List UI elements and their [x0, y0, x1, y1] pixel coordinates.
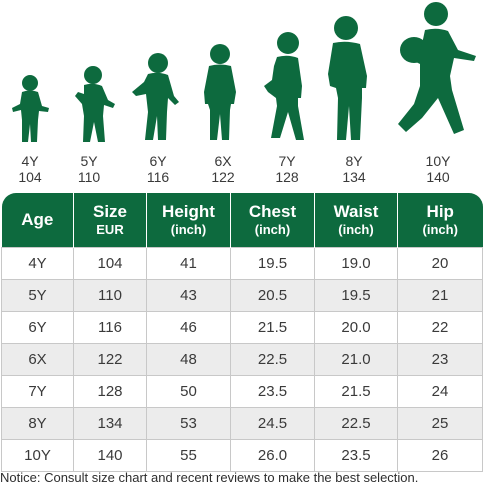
header-age: Age — [1, 193, 74, 248]
child-silhouette-icon — [200, 42, 240, 142]
cell-size: 128 — [73, 375, 147, 408]
cell-age: 10Y — [1, 439, 74, 472]
figure-age: 10Y — [425, 153, 451, 169]
table-row: 7Y 128 50 23.5 21.5 24 — [1, 375, 483, 408]
cell-chest: 23.5 — [230, 375, 315, 408]
header-label: Waist — [333, 202, 379, 221]
header-label: Chest — [248, 202, 297, 221]
header-label: Hip — [426, 202, 454, 221]
cell-age: 8Y — [1, 407, 74, 440]
figure-size: 116 — [146, 169, 170, 185]
table-row: 6X 122 48 22.5 21.0 23 — [1, 343, 483, 376]
figure-size: 110 — [77, 169, 101, 185]
figure-size: 122 — [211, 169, 235, 185]
header-hip: Hip (inch) — [397, 193, 483, 248]
cell-hip: 23 — [397, 343, 483, 376]
figure-age: 8Y — [345, 153, 363, 169]
cell-hip: 24 — [397, 375, 483, 408]
header-unit: EUR — [96, 222, 124, 237]
figure-size: 134 — [342, 169, 366, 185]
figure-size: 104 — [18, 169, 42, 185]
cell-chest: 21.5 — [230, 311, 315, 344]
cell-age: 5Y — [1, 279, 74, 312]
figure-age: 5Y — [80, 153, 98, 169]
figure-size: 128 — [275, 169, 299, 185]
table-row: 5Y 110 43 20.5 19.5 21 — [1, 279, 483, 312]
cell-height: 41 — [146, 247, 231, 280]
cell-hip: 21 — [397, 279, 483, 312]
cell-hip: 22 — [397, 311, 483, 344]
cell-chest: 26.0 — [230, 439, 315, 472]
toddler-silhouette-icon — [8, 72, 52, 144]
cell-height: 46 — [146, 311, 231, 344]
cell-age: 6X — [1, 343, 74, 376]
cell-size: 104 — [73, 247, 147, 280]
figure-label-5y: 5Y 110 — [59, 153, 119, 185]
header-waist: Waist (inch) — [314, 193, 398, 248]
cell-chest: 20.5 — [230, 279, 315, 312]
child-silhouette-icon — [322, 14, 376, 142]
cell-size: 134 — [73, 407, 147, 440]
table-row: 10Y 140 55 26.0 23.5 26 — [1, 439, 483, 472]
figure-age: 6X — [214, 153, 232, 169]
cell-size: 110 — [73, 279, 147, 312]
size-chart-table: Age Size EUR Height (inch) Chest (inch) … — [1, 193, 483, 472]
figure-label-7y: 7Y 128 — [257, 153, 317, 185]
cell-waist: 23.5 — [314, 439, 398, 472]
header-height: Height (inch) — [146, 193, 231, 248]
figure-age: 4Y — [21, 153, 39, 169]
figure-label-6y: 6Y 116 — [128, 153, 188, 185]
cell-size: 116 — [73, 311, 147, 344]
figure-age: 6Y — [149, 153, 167, 169]
table-header-row: Age Size EUR Height (inch) Chest (inch) … — [1, 193, 483, 248]
header-unit: (inch) — [338, 222, 374, 237]
figure-label-8y: 8Y 134 — [324, 153, 384, 185]
cell-hip: 25 — [397, 407, 483, 440]
cell-age: 4Y — [1, 247, 74, 280]
cell-chest: 19.5 — [230, 247, 315, 280]
cell-waist: 22.5 — [314, 407, 398, 440]
cell-hip: 20 — [397, 247, 483, 280]
cell-hip: 26 — [397, 439, 483, 472]
figure-age: 7Y — [278, 153, 296, 169]
header-size: Size EUR — [73, 193, 147, 248]
figure-size: 140 — [426, 169, 450, 185]
figure-label-10y: 10Y 140 — [408, 153, 468, 185]
cell-chest: 22.5 — [230, 343, 315, 376]
cell-height: 53 — [146, 407, 231, 440]
cell-chest: 24.5 — [230, 407, 315, 440]
header-unit: (inch) — [254, 222, 291, 237]
header-label: Size — [92, 202, 128, 221]
child-figures-row: 4Y 104 5Y 110 6Y 116 6X 122 7Y 128 8Y 13… — [0, 0, 483, 190]
header-label: Age — [21, 210, 54, 229]
child-with-ball-silhouette-icon — [392, 0, 480, 142]
cell-age: 7Y — [1, 375, 74, 408]
header-chest: Chest (inch) — [230, 193, 315, 248]
cell-age: 6Y — [1, 311, 74, 344]
figure-label-4y: 4Y 104 — [0, 153, 60, 185]
child-silhouette-icon — [130, 52, 180, 142]
notice-text: Notice: Consult size chart and recent re… — [0, 470, 419, 485]
table-row: 6Y 116 46 21.5 20.0 22 — [1, 311, 483, 344]
cell-height: 48 — [146, 343, 231, 376]
toddler-silhouette-icon — [72, 64, 116, 144]
cell-height: 55 — [146, 439, 231, 472]
cell-size: 140 — [73, 439, 147, 472]
header-unit: (inch) — [170, 222, 207, 237]
cell-waist: 21.5 — [314, 375, 398, 408]
cell-waist: 20.0 — [314, 311, 398, 344]
table-row: 8Y 134 53 24.5 22.5 25 — [1, 407, 483, 440]
cell-waist: 21.0 — [314, 343, 398, 376]
figure-label-6x: 6X 122 — [193, 153, 253, 185]
header-unit: (inch) — [422, 222, 458, 237]
cell-height: 50 — [146, 375, 231, 408]
cell-waist: 19.0 — [314, 247, 398, 280]
cell-size: 122 — [73, 343, 147, 376]
cell-waist: 19.5 — [314, 279, 398, 312]
header-label: Height — [162, 202, 215, 221]
child-silhouette-icon — [258, 30, 310, 142]
table-row: 4Y 104 41 19.5 19.0 20 — [1, 247, 483, 280]
cell-height: 43 — [146, 279, 231, 312]
